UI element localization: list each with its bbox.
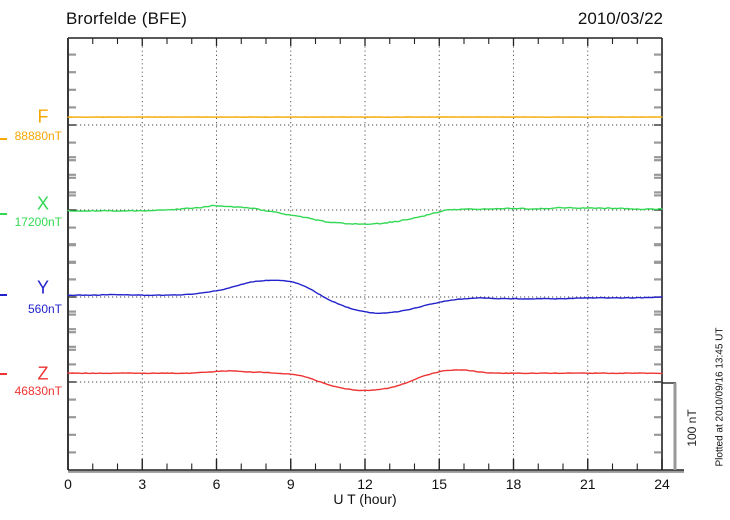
plotted-at-note: Plotted at 2010/09/16 13:45 UT [714, 327, 726, 467]
channel-letter-X: X [36, 193, 49, 214]
x-tick-label-6: 6 [212, 476, 221, 492]
channel-value-Z: 46830nT [14, 384, 62, 398]
channel-value-Y: 560nT [27, 302, 62, 316]
channel-value-X: 17200nT [14, 215, 62, 229]
x-tick-label-3: 3 [138, 476, 147, 492]
channel-letter-F: F [37, 106, 49, 127]
x-tick-label-9: 9 [286, 476, 295, 492]
x-tick-label-18: 18 [505, 476, 522, 492]
x-tick-label-21: 21 [579, 476, 596, 492]
x-tick-label-12: 12 [357, 476, 373, 492]
x-axis-label: U T (hour) [333, 491, 397, 507]
channel-value-F: 88880nT [14, 129, 62, 143]
channel-letter-Y: Y [36, 277, 49, 298]
curve-X [67, 204, 663, 226]
scale-bar-label: 100 nT [685, 409, 699, 447]
chart-date: 2010/03/22 [577, 9, 663, 28]
page-title: Brorfelde (BFE) [66, 9, 188, 28]
x-tick-label-15: 15 [431, 476, 448, 492]
curve-Y [67, 279, 663, 314]
channel-letter-Z: Z [37, 363, 49, 384]
curve-Z [67, 369, 663, 392]
x-tick-label-0: 0 [64, 476, 72, 492]
x-tick-label-24: 24 [654, 476, 670, 492]
